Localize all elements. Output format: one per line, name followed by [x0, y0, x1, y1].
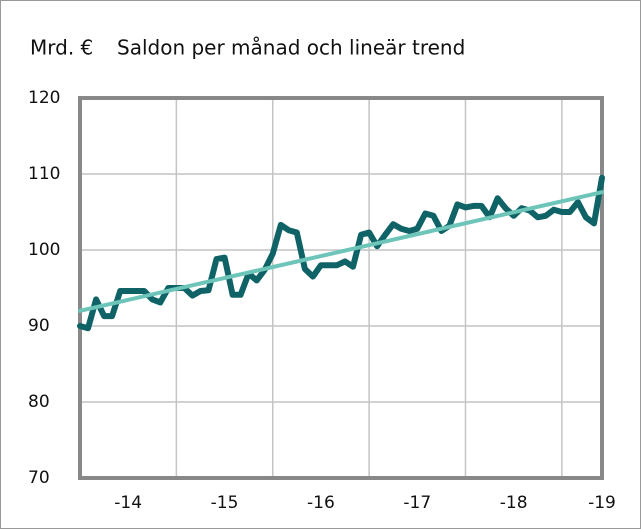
- y-tick-label: 80: [28, 392, 50, 412]
- y-tick-label: 120: [28, 88, 60, 108]
- x-tick-label: -14: [114, 493, 142, 513]
- chart-title: Saldon per månad och lineär trend: [117, 36, 465, 60]
- x-tick-label: -16: [307, 493, 335, 513]
- y-tick-label: 90: [28, 316, 50, 336]
- x-tick-label: -18: [500, 493, 528, 513]
- y-tick-label: 100: [28, 240, 60, 260]
- y-tick-label: 110: [28, 164, 60, 184]
- y-tick-label: 70: [28, 468, 50, 488]
- x-tick-label: -15: [211, 493, 239, 513]
- plot-border: [78, 96, 604, 480]
- y-unit: Mrd. €: [30, 36, 93, 60]
- x-tick-label: -17: [403, 493, 431, 513]
- trend-line: [78, 190, 604, 313]
- x-tick-label: -19: [588, 493, 616, 513]
